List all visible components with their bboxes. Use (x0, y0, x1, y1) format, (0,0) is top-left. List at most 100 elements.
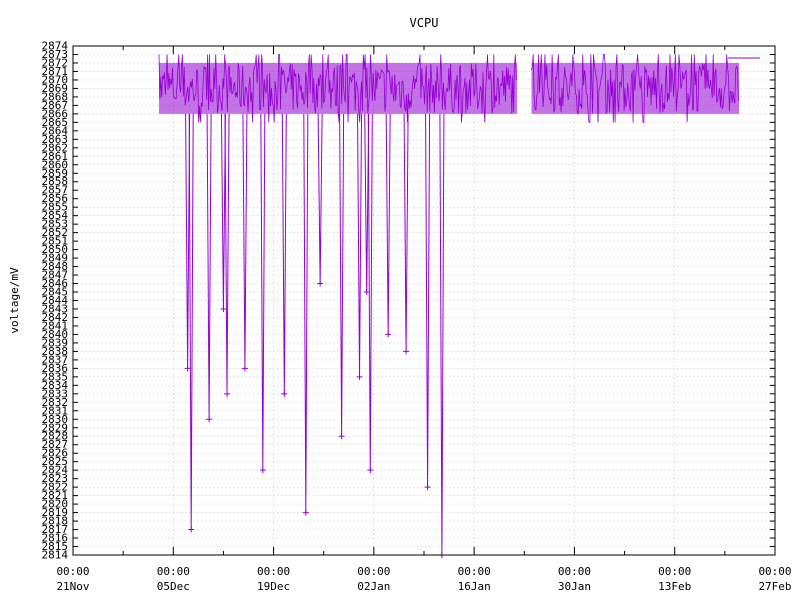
y-tick-label: 2828 (42, 430, 69, 443)
y-tick-label: 2816 (42, 532, 69, 545)
data-point (356, 373, 363, 380)
y-tick-label: 2838 (42, 345, 69, 358)
y-tick-label: 2863 (42, 133, 69, 146)
y-tick-label: 2854 (42, 209, 69, 222)
x-axis-ticks: 00:00 21Nov 00:00 05Dec 00:00 19Dec 00:00 02Jan… (56, 46, 792, 593)
data-point (241, 365, 248, 372)
y-tick-label: 2831 (42, 404, 69, 417)
y-tick-label: 2869 (42, 82, 69, 95)
series-dip (224, 113, 231, 397)
y-tick-label: 2860 (42, 158, 69, 171)
dip-line (403, 113, 409, 352)
x-tick-label-time: 00:00 (357, 565, 390, 578)
y-tick-label: 2866 (42, 107, 69, 120)
y-tick-label: 2835 (42, 370, 69, 383)
x-tick-label-date: 21Nov (56, 580, 89, 593)
y-tick-label: 2821 (42, 489, 69, 502)
series-dip (302, 113, 309, 516)
x-tick-label-date: 05Dec (157, 580, 190, 593)
y-tick-label: 2840 (42, 328, 69, 341)
y-tick-label: 2867 (42, 99, 69, 112)
y-tick-label: 2868 (42, 90, 69, 103)
plot-border (72, 45, 776, 556)
x-tick-label-time: 00:00 (658, 565, 691, 578)
y-tick-label: 2820 (42, 498, 69, 511)
y-tick-label: 2848 (42, 260, 69, 273)
y-tick-label: 2819 (42, 506, 69, 519)
dip-line (425, 113, 431, 488)
x-tick-label-date: 16Jan (458, 580, 491, 593)
y-tick-label: 2830 (42, 413, 69, 426)
data-point (363, 289, 370, 296)
data-point (424, 484, 431, 491)
series-dip (220, 113, 227, 312)
dip-line (385, 113, 391, 335)
y-tick-label: 2851 (42, 235, 69, 248)
data-point (338, 433, 345, 440)
y-tick-label: 2842 (42, 311, 69, 324)
series-dip (206, 113, 213, 423)
y-tick-label: 2814 (42, 549, 69, 562)
y-tick-label: 2815 (42, 540, 69, 553)
data-point (385, 331, 392, 338)
y-tick-label: 2865 (42, 116, 69, 129)
x-tick-label-time: 00:00 (157, 565, 190, 578)
y-tick-label: 2843 (42, 302, 69, 315)
y-tick-label: 2841 (42, 319, 69, 332)
series-line (158, 54, 517, 123)
data-point (403, 348, 410, 355)
y-tick-label: 2817 (42, 523, 69, 536)
data-point (188, 526, 195, 533)
y-tick-label: 2856 (42, 192, 69, 205)
y-tick-label: 2822 (42, 481, 69, 494)
y-tick-label: 2834 (42, 379, 69, 392)
x-tick-label-time: 00:00 (458, 565, 491, 578)
series-dip (363, 113, 370, 296)
y-tick-label: 2850 (42, 243, 69, 256)
series-dip (356, 113, 363, 380)
y-tick-label: 2870 (42, 73, 69, 86)
data-point (281, 390, 288, 397)
dip-line (357, 113, 363, 377)
y-tick-label: 2833 (42, 387, 69, 400)
y-axis-ticks: 2814281528162817281828192820282128222823… (42, 40, 775, 562)
data-point (206, 416, 213, 423)
y-tick-label: 2847 (42, 269, 69, 282)
x-tick-label-time: 00:00 (257, 565, 290, 578)
series-dip (281, 113, 288, 397)
x-tick-label-date: 19Dec (257, 580, 290, 593)
x-tick-label-date: 13Feb (658, 580, 691, 593)
series-dip (317, 113, 324, 287)
dip-line (224, 113, 230, 394)
y-tick-label: 2852 (42, 226, 69, 239)
x-tick-label-date: 30Jan (558, 580, 591, 593)
series-dip (241, 113, 248, 372)
series-dip (403, 113, 410, 355)
x-tick-label-date: 02Jan (357, 580, 390, 593)
data-point (302, 509, 309, 516)
y-tick-label: 2862 (42, 141, 69, 154)
data-point (259, 467, 266, 474)
data-point (367, 467, 374, 474)
y-tick-label: 2855 (42, 201, 69, 214)
x-tick-label-time: 00:00 (56, 565, 89, 578)
grid-lines (72, 45, 776, 556)
series-dip (438, 113, 445, 558)
series-line (531, 54, 739, 123)
y-axis-label: voltage/mV (8, 267, 21, 334)
y-tick-label: 2829 (42, 421, 69, 434)
dip-line (220, 113, 226, 309)
data-point (220, 305, 227, 312)
y-tick-label: 2857 (42, 184, 69, 197)
y-tick-label: 2874 (42, 40, 69, 53)
y-tick-label: 2858 (42, 175, 69, 188)
series-dip (385, 113, 392, 338)
y-tick-label: 2861 (42, 150, 69, 163)
dip-line (303, 113, 309, 513)
y-tick-label: 2837 (42, 353, 69, 366)
series-line-group (158, 54, 739, 558)
series-dip (184, 113, 191, 372)
y-tick-label: 2871 (42, 65, 69, 78)
y-tick-label: 2832 (42, 396, 69, 409)
y-tick-label: 2825 (42, 455, 69, 468)
